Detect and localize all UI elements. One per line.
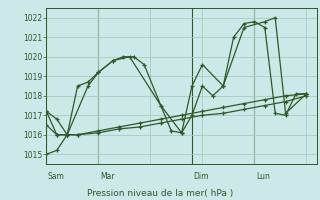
Text: Mar: Mar bbox=[100, 172, 115, 181]
Text: Pression niveau de la mer( hPa ): Pression niveau de la mer( hPa ) bbox=[87, 189, 233, 198]
Text: Lun: Lun bbox=[256, 172, 270, 181]
Text: Dim: Dim bbox=[194, 172, 209, 181]
Text: Sam: Sam bbox=[48, 172, 65, 181]
